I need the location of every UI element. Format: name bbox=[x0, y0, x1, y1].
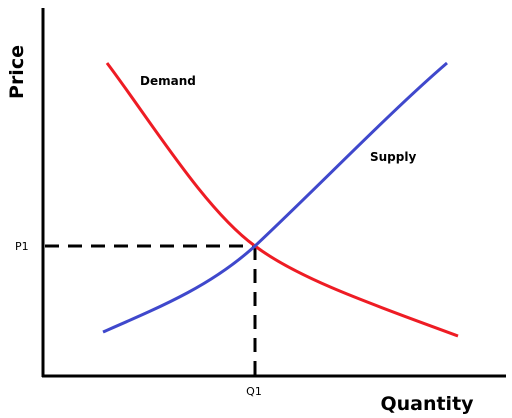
y-axis-title: Price bbox=[6, 45, 28, 99]
supply-curve bbox=[102, 61, 448, 334]
demand-curve bbox=[105, 62, 459, 338]
x-axis-title: Quantity bbox=[380, 393, 474, 415]
quantity-label: Q1 bbox=[246, 385, 262, 398]
supply-label: Supply bbox=[370, 150, 416, 164]
demand-label: Demand bbox=[140, 74, 196, 88]
price-label: P1 bbox=[15, 240, 29, 253]
